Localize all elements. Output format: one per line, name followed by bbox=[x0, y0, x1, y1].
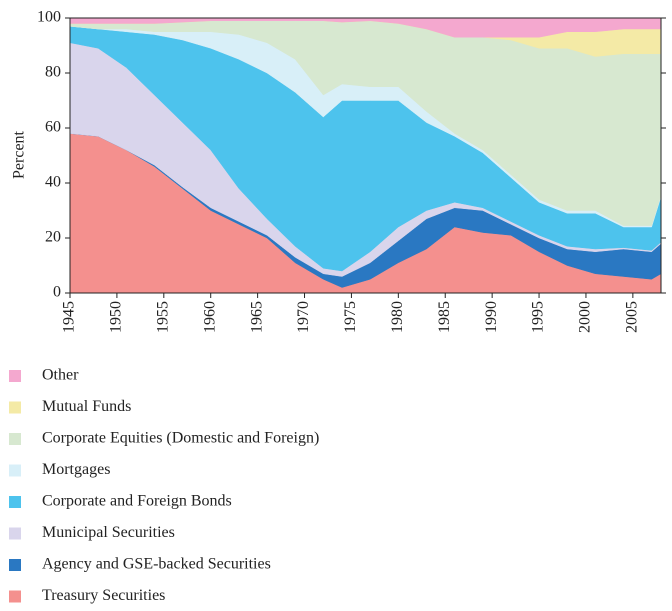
y-tick-label: 60 bbox=[45, 119, 61, 136]
x-tick-label: 1955 bbox=[154, 301, 171, 333]
y-tick-label: 80 bbox=[45, 64, 61, 81]
legend-swatch bbox=[9, 559, 21, 571]
legend-label: Municipal Securities bbox=[42, 524, 175, 541]
y-tick-label: 40 bbox=[45, 174, 61, 191]
legend-swatch bbox=[9, 527, 21, 540]
x-tick-label: 1950 bbox=[108, 301, 125, 333]
x-tick-label: 1960 bbox=[201, 301, 218, 333]
legend-swatch bbox=[9, 590, 21, 603]
x-tick-label: 2000 bbox=[577, 301, 594, 333]
x-tick-label: 1985 bbox=[436, 301, 453, 333]
legend-label: Mutual Funds bbox=[42, 398, 131, 415]
legend-label: Corporate and Foreign Bonds bbox=[42, 493, 232, 510]
x-tick-label: 1995 bbox=[530, 301, 547, 333]
y-tick-label: 20 bbox=[45, 229, 61, 246]
x-tick-label: 1980 bbox=[389, 301, 406, 333]
legend-label: Agency and GSE-backed Securities bbox=[42, 556, 271, 573]
y-axis-label: Percent bbox=[11, 130, 28, 179]
y-tick-label: 0 bbox=[53, 284, 61, 301]
x-tick-label: 1990 bbox=[483, 301, 500, 333]
x-tick-label: 1975 bbox=[342, 301, 359, 333]
legend-swatch bbox=[9, 496, 21, 508]
x-tick-label: 1965 bbox=[248, 301, 265, 333]
x-tick-label: 1945 bbox=[61, 301, 78, 333]
legend-label: Treasury Securities bbox=[42, 587, 165, 604]
legend-swatch bbox=[9, 370, 21, 382]
legend-swatch bbox=[9, 464, 21, 477]
legend-swatch bbox=[9, 401, 21, 414]
legend-label: Corporate Equities (Domestic and Foreign… bbox=[42, 430, 319, 447]
x-tick-label: 2005 bbox=[624, 301, 641, 333]
y-tick-label: 100 bbox=[37, 9, 61, 26]
x-tick-label: 1970 bbox=[295, 301, 312, 333]
legend-label: Other bbox=[42, 367, 79, 384]
legend-swatch bbox=[9, 433, 21, 445]
plot-frame bbox=[69, 17, 662, 294]
legend-label: Mortgages bbox=[42, 461, 110, 478]
